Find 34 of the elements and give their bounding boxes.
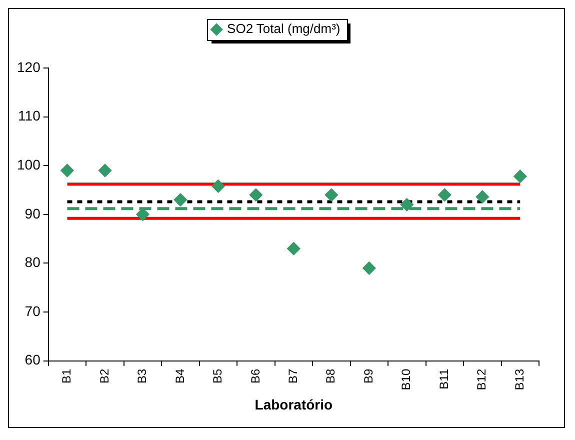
x-tick-label: B9 — [361, 368, 376, 384]
x-tick-label: B3 — [135, 368, 150, 384]
y-tick-label: 60 — [24, 352, 41, 368]
x-tick-label: B1 — [60, 368, 74, 384]
y-tick-label: 100 — [17, 156, 41, 172]
point — [98, 164, 112, 177]
y-tick-label: 90 — [24, 205, 41, 222]
x-tick-label: B11 — [436, 368, 451, 390]
y-tick-label: 70 — [24, 302, 41, 319]
x-tick-label: B13 — [512, 368, 526, 390]
x-tick-label: B2 — [97, 368, 112, 384]
legend-label: SO2 Total (mg/dm³) — [227, 21, 340, 36]
x-tick-label: B8 — [324, 368, 338, 384]
x-tick-label: B10 — [399, 368, 414, 390]
x-tick-label: B5 — [210, 368, 225, 384]
point — [438, 188, 452, 202]
point — [174, 193, 187, 206]
point — [212, 180, 225, 193]
x-tick-label: B7 — [286, 368, 300, 384]
y-tick-label: 120 — [17, 58, 41, 75]
point — [287, 242, 300, 256]
point — [514, 170, 527, 183]
x-tick-label: B6 — [248, 368, 262, 384]
point — [362, 262, 376, 275]
point — [476, 190, 489, 204]
x-tick-label: B4 — [172, 368, 187, 384]
point — [60, 164, 74, 177]
x-tick-label: B12 — [474, 368, 489, 390]
point — [249, 188, 262, 202]
y-tick-label: 80 — [24, 254, 41, 270]
x-axis-title: Laboratório — [254, 396, 333, 412]
point — [324, 188, 338, 202]
y-tick-label: 110 — [18, 108, 41, 124]
point — [400, 198, 414, 212]
